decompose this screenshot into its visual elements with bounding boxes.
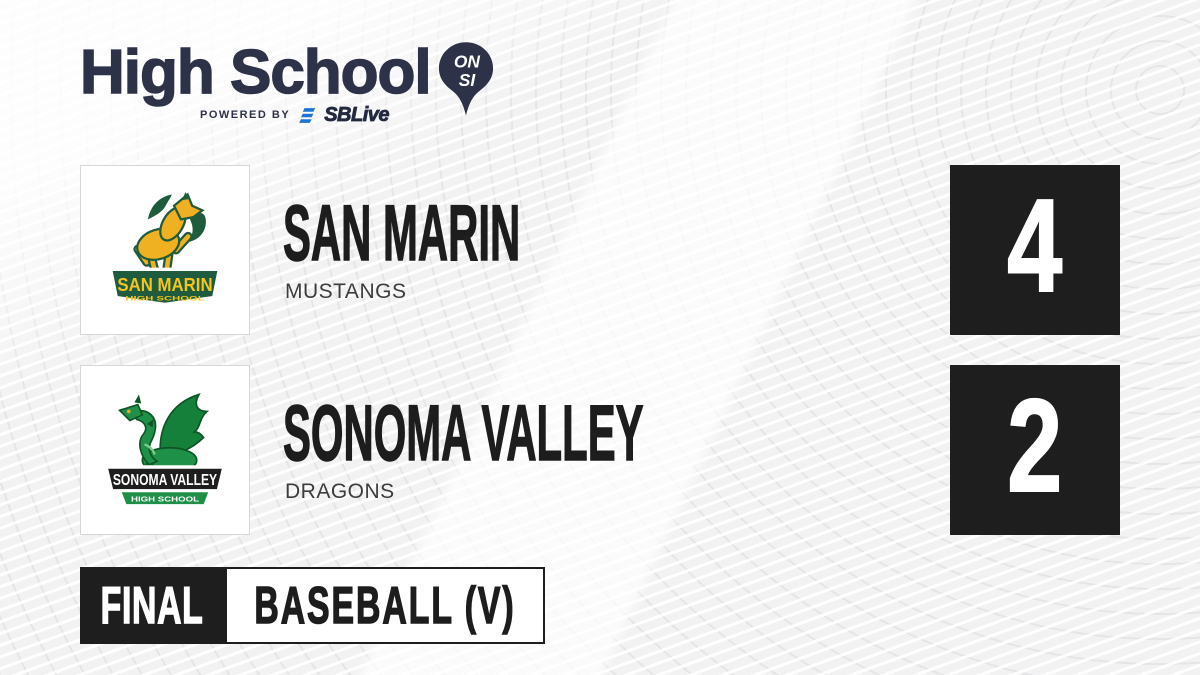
- team2-mascot: DRAGONS: [285, 480, 395, 503]
- sonoma-valley-logo: SONOMA VALLEY HIGH SCHOOL: [103, 393, 227, 507]
- team2-score: 2: [1007, 372, 1064, 519]
- pin-text-on: ON: [454, 51, 481, 71]
- sport-label: BASEBALL (V): [254, 576, 516, 635]
- final-status-badge: FINAL: [80, 567, 225, 644]
- sonoma-valley-banner: SONOMA VALLEY HIGH SCHOOL: [103, 465, 227, 507]
- team2-score-box: 2: [950, 365, 1120, 535]
- banner-school-name: SAN MARIN: [117, 275, 212, 295]
- team2-logo-box: SONOMA VALLEY HIGH SCHOOL: [80, 365, 250, 535]
- team1-name: SAN MARIN: [283, 188, 521, 277]
- dragon: [118, 393, 210, 474]
- powered-by-row: POWERED BY SBLive: [200, 103, 390, 126]
- on-si-pin-icon: ON SI: [438, 42, 494, 116]
- dragon-eye: [126, 409, 131, 414]
- brand-title: High School: [79, 38, 432, 107]
- team1-score-box: 4: [950, 165, 1120, 335]
- pin-text-si: SI: [459, 70, 477, 90]
- team1-logo-box: SAN MARIN HIGH SCHOOL: [80, 165, 250, 335]
- sblive-s-icon: [299, 107, 316, 123]
- san-marin-logo: SAN MARIN HIGH SCHOOL: [108, 192, 222, 307]
- banner-high-school: HIGH SCHOOL: [131, 495, 200, 504]
- san-marin-banner: SAN MARIN HIGH SCHOOL: [108, 267, 222, 307]
- team1-mascot: MUSTANGS: [285, 280, 407, 303]
- final-status-label: FINAL: [101, 576, 204, 635]
- sblive-s-bars: [299, 107, 316, 123]
- pin-shape: [438, 42, 494, 116]
- sport-badge: BASEBALL (V): [225, 567, 545, 644]
- team1-score: 4: [1007, 172, 1064, 319]
- banner-school-name: SONOMA VALLEY: [113, 472, 218, 489]
- powered-by-label: POWERED BY: [200, 109, 291, 121]
- team2-name: SONOMA VALLEY: [283, 388, 644, 477]
- banner-high-school: HIGH SCHOOL: [125, 295, 204, 302]
- sblive-wordmark: SBLive: [324, 103, 390, 126]
- mustang-horse: [133, 192, 206, 275]
